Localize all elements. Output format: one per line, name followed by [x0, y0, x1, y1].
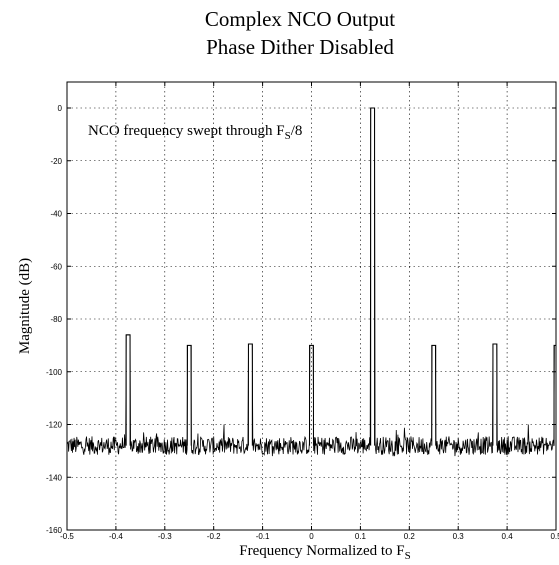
annotation: NCO frequency swept through FS/8	[88, 123, 302, 142]
y-axis-label: Magnitude (dB)	[17, 258, 33, 354]
x-tick-label: -0.1	[256, 532, 270, 541]
spectral-peak	[247, 343, 253, 446]
plot-area	[66, 107, 557, 457]
x-axis-label: Frequency Normalized to FS	[239, 543, 411, 562]
plot-frame	[66, 81, 557, 531]
x-tick-label: -0.5	[60, 532, 74, 541]
x-tick-label: 0.4	[502, 532, 514, 541]
x-tick-label: 0.1	[355, 532, 367, 541]
y-tick-label: -60	[50, 262, 62, 271]
y-tick-label: -120	[46, 421, 63, 430]
y-tick-label: -80	[50, 315, 62, 324]
y-tick-label: -40	[50, 210, 62, 219]
annotation-subscript: S	[285, 130, 291, 142]
y-tick-label: -100	[46, 368, 63, 377]
y-tick-label: -160	[46, 526, 63, 535]
spectral-peak	[370, 107, 376, 446]
y-axis-ticks: 0 -20 -40 -60 -80 -100 -120 -140 -160	[46, 104, 556, 535]
x-axis-label-text: Frequency Normalized to F	[239, 543, 404, 559]
x-tick-label: -0.2	[207, 532, 221, 541]
spectral-peak	[309, 344, 314, 446]
x-tick-label: 0.3	[453, 532, 465, 541]
x-tick-label: 0.5	[550, 532, 559, 541]
grid	[67, 82, 556, 530]
spectrum-trace	[66, 107, 556, 457]
chart-title-line2: Phase Dither Disabled	[206, 35, 394, 59]
spectral-peak	[431, 344, 437, 446]
x-tick-label: 0.2	[404, 532, 416, 541]
chart-title-line1: Complex NCO Output	[205, 7, 395, 31]
spectral-peak	[186, 344, 192, 446]
annotation-text: NCO frequency swept through F	[88, 123, 285, 139]
x-axis-label-subscript: S	[405, 550, 411, 562]
y-tick-label: -140	[46, 473, 63, 482]
x-tick-label: -0.3	[158, 532, 172, 541]
annotation-suffix: /8	[291, 123, 303, 139]
y-tick-label: 0	[58, 104, 63, 113]
spectral-peak	[492, 343, 498, 446]
y-tick-label: -20	[50, 157, 62, 166]
x-tick-label: -0.4	[109, 532, 123, 541]
spectral-peak	[125, 334, 131, 446]
x-tick-label: 0	[309, 532, 314, 541]
x-axis-ticks: -0.5 -0.4 -0.3 -0.2 -0.1 0 0.1 0.2 0.3 0.4 0.5	[60, 82, 559, 541]
